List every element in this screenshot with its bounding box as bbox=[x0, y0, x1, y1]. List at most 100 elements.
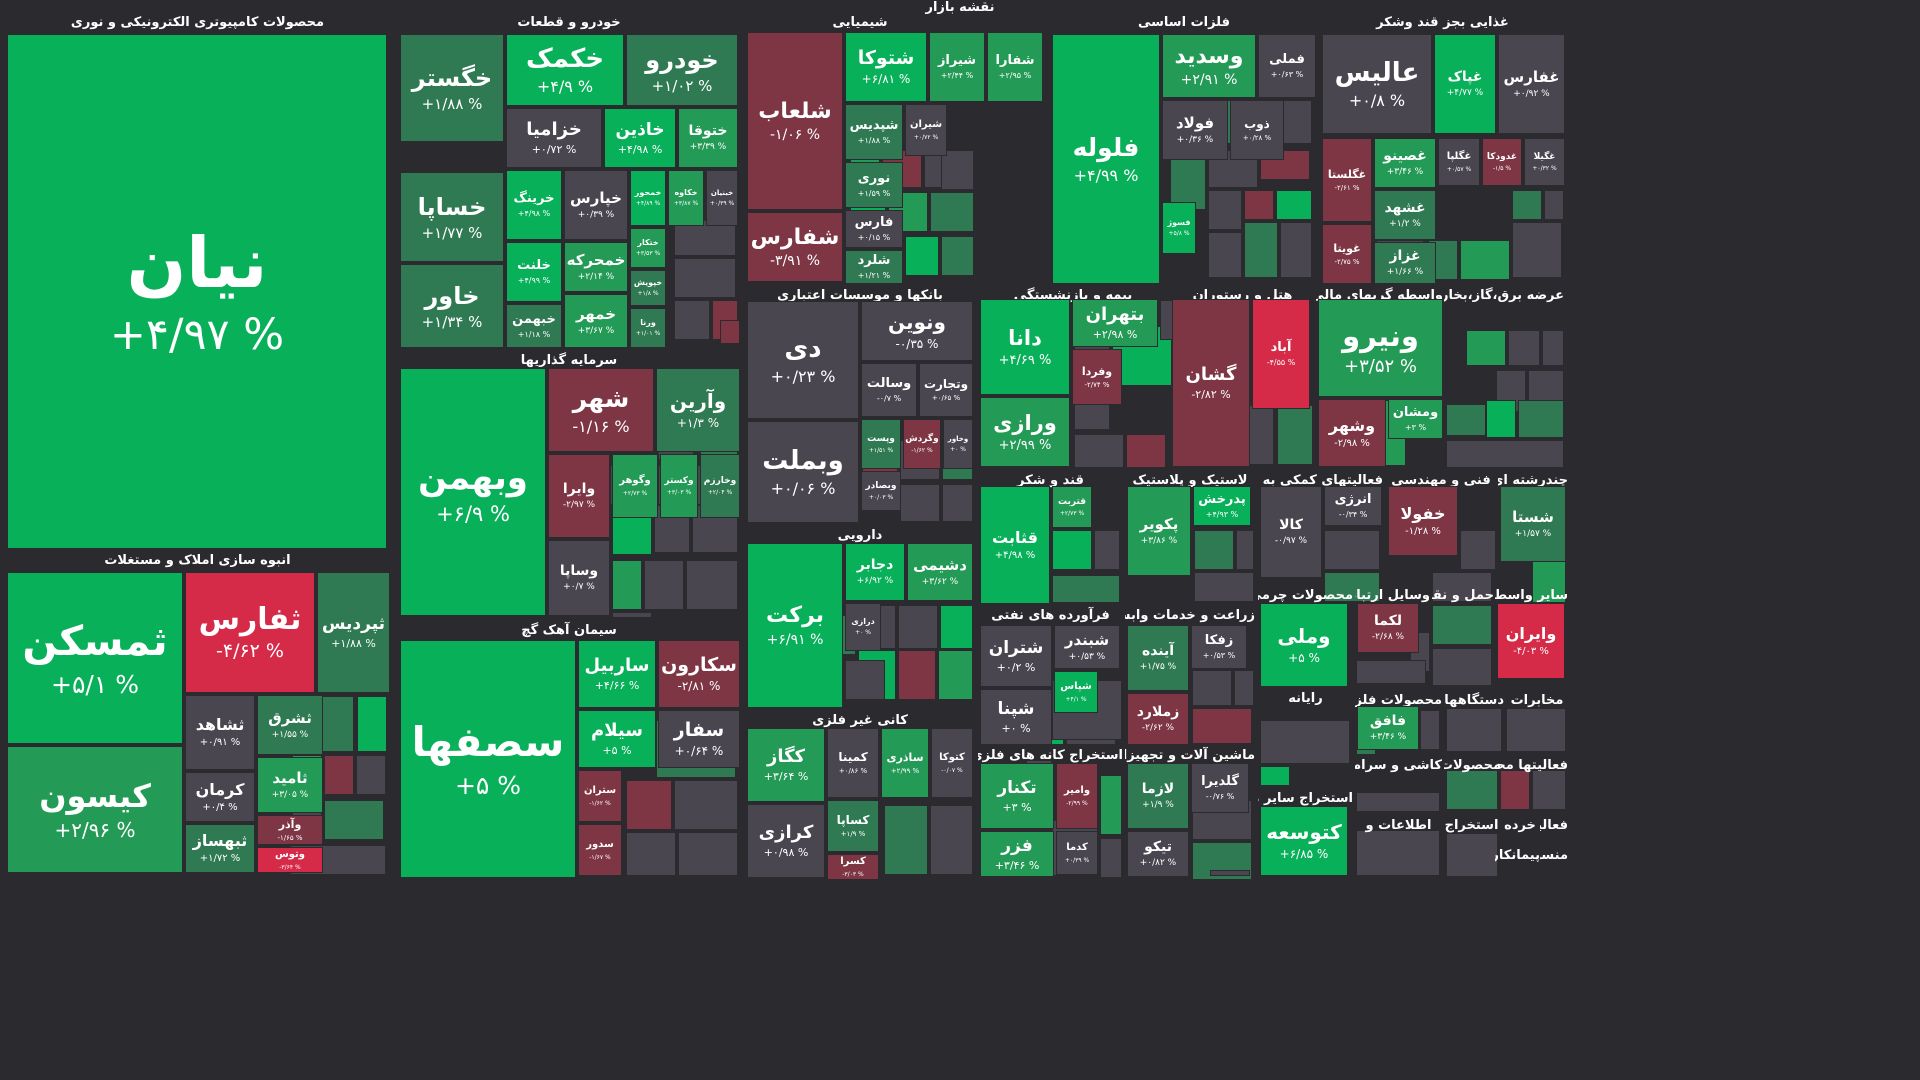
treemap-tile[interactable]: لکما -۲/۶۸ % bbox=[1357, 603, 1419, 653]
treemap-tile-small[interactable] bbox=[1236, 530, 1254, 570]
treemap-tile[interactable]: خاور +۱/۳۴ % bbox=[400, 264, 504, 348]
treemap-tile[interactable]: غگلستا -۲/۶۱ % bbox=[1322, 138, 1372, 222]
treemap-tile[interactable]: گشان -۲/۸۲ % bbox=[1172, 299, 1250, 467]
treemap-tile-small[interactable] bbox=[1192, 708, 1252, 744]
treemap-tile[interactable]: غفارس +۰/۹۲ % bbox=[1498, 34, 1565, 134]
treemap-tile[interactable]: کتوسعه +۶/۸۵ % bbox=[1260, 806, 1348, 876]
treemap-tile[interactable]: ثمسکن +۵/۱ % bbox=[7, 572, 183, 744]
treemap-tile[interactable]: غدودکا -۱/۵ % bbox=[1482, 138, 1522, 186]
treemap-tile-small[interactable] bbox=[1486, 400, 1516, 438]
treemap-tile-small[interactable] bbox=[1544, 190, 1564, 220]
treemap-tile[interactable]: پکویر +۳/۸۶ % bbox=[1127, 486, 1191, 576]
treemap-tile[interactable]: وگوهر +۲/۷۳ % bbox=[612, 454, 658, 518]
treemap-tile[interactable]: ثبهساز +۱/۷۲ % bbox=[185, 824, 255, 873]
treemap-tile[interactable]: برکت +۶/۹۱ % bbox=[747, 543, 843, 708]
treemap-tile[interactable]: خزامیا +۰/۷۲ % bbox=[506, 108, 602, 168]
treemap-tile[interactable]: وپست +۱/۵۱ % bbox=[861, 419, 901, 469]
treemap-tile[interactable]: ختکار +۳/۵۳ % bbox=[630, 228, 666, 268]
treemap-tile[interactable]: وگردش -۱/۶۲ % bbox=[903, 419, 941, 469]
treemap-tile[interactable]: لازما +۱/۹ % bbox=[1127, 763, 1189, 829]
treemap-tile[interactable]: دانا +۴/۶۹ % bbox=[980, 299, 1070, 395]
treemap-tile[interactable]: خاذین +۴/۹۸ % bbox=[604, 108, 676, 168]
treemap-tile[interactable]: شلعاب -۱/۰۶ % bbox=[747, 32, 843, 210]
treemap-tile-small[interactable] bbox=[674, 300, 710, 340]
treemap-tile-small[interactable] bbox=[1260, 766, 1290, 786]
treemap-tile-small[interactable] bbox=[612, 560, 642, 610]
treemap-tile[interactable]: کرازی +۰/۹۸ % bbox=[747, 804, 825, 878]
treemap-tile-small[interactable] bbox=[1356, 792, 1440, 812]
treemap-tile[interactable]: وامیر -۲/۹۹ % bbox=[1056, 763, 1098, 829]
treemap-tile-small[interactable] bbox=[898, 605, 938, 649]
treemap-tile[interactable]: وتجارت +۰/۶۵ % bbox=[919, 363, 973, 417]
treemap-tile-small[interactable] bbox=[1192, 670, 1232, 706]
treemap-tile-small[interactable] bbox=[1280, 222, 1312, 278]
treemap-tile[interactable]: وآذر -۱/۶۵ % bbox=[257, 815, 323, 845]
treemap-tile[interactable]: کالا -۰/۹۷ % bbox=[1260, 486, 1322, 578]
treemap-tile-small[interactable] bbox=[678, 832, 738, 876]
treemap-tile[interactable]: شفارا +۲/۹۵ % bbox=[987, 32, 1043, 102]
treemap-tile-small[interactable] bbox=[942, 484, 973, 522]
treemap-tile[interactable]: خکاوه +۳/۸۷ % bbox=[668, 170, 704, 226]
treemap-tile[interactable]: خرینگ +۴/۹۸ % bbox=[506, 170, 562, 240]
treemap-tile-small[interactable] bbox=[1446, 833, 1498, 877]
treemap-tile[interactable]: وخاور +۰ % bbox=[943, 419, 973, 469]
treemap-tile[interactable]: وملی +۵ % bbox=[1260, 603, 1348, 687]
treemap-tile-small[interactable] bbox=[674, 780, 738, 830]
treemap-tile[interactable]: ثشرق +۱/۵۵ % bbox=[257, 695, 323, 755]
treemap-tile[interactable]: خودرو +۱/۰۲ % bbox=[626, 34, 738, 106]
treemap-tile-small[interactable] bbox=[884, 805, 928, 875]
treemap-tile[interactable]: وبهمن +۶/۹ % bbox=[400, 368, 546, 616]
treemap-tile-small[interactable] bbox=[1532, 770, 1566, 810]
treemap-tile[interactable]: ومشان +۳ % bbox=[1388, 399, 1443, 439]
treemap-tile[interactable]: کدما +۰/۳۹ % bbox=[1056, 831, 1098, 875]
treemap-tile[interactable]: کیسون +۲/۹۶ % bbox=[7, 746, 183, 873]
treemap-tile[interactable]: وبصادر +۰/۰۳ % bbox=[861, 471, 901, 511]
treemap-tile-small[interactable] bbox=[1512, 222, 1562, 278]
treemap-tile[interactable]: آباد -۴/۵۵ % bbox=[1252, 299, 1310, 409]
treemap-tile[interactable]: کگاز +۳/۶۴ % bbox=[747, 728, 825, 802]
treemap-tile-small[interactable] bbox=[612, 612, 652, 618]
treemap-tile-small[interactable] bbox=[1432, 648, 1492, 686]
treemap-tile[interactable]: خمهر +۳/۶۷ % bbox=[564, 294, 628, 348]
treemap-tile[interactable]: فملی +۰/۶۳ % bbox=[1258, 34, 1316, 98]
treemap-tile[interactable]: ونیرو +۳/۵۲ % bbox=[1318, 299, 1443, 397]
treemap-tile[interactable]: سدور -۱/۶۷ % bbox=[578, 824, 622, 876]
treemap-tile[interactable]: خپویش +۱/۸ % bbox=[630, 270, 666, 306]
treemap-tile[interactable]: شپاس +۴/۱ % bbox=[1054, 671, 1098, 713]
treemap-tile[interactable]: فزر +۳/۴۶ % bbox=[980, 831, 1054, 877]
treemap-tile[interactable]: نیان +۴/۹۷ % bbox=[7, 34, 387, 549]
treemap-tile-small[interactable] bbox=[1512, 190, 1542, 220]
treemap-tile-small[interactable] bbox=[1518, 400, 1564, 438]
treemap-tile-small[interactable] bbox=[1324, 530, 1380, 570]
treemap-tile[interactable]: دی +۰/۲۳ % bbox=[747, 301, 859, 419]
treemap-tile[interactable]: خلنت +۴/۹۹ % bbox=[506, 242, 562, 302]
treemap-tile[interactable]: غشهد +۱/۲ % bbox=[1374, 190, 1436, 240]
treemap-tile-small[interactable] bbox=[674, 258, 736, 298]
treemap-tile-small[interactable] bbox=[1324, 572, 1380, 602]
treemap-tile[interactable]: ورازی +۲/۹۹ % bbox=[980, 397, 1070, 467]
treemap-tile-small[interactable] bbox=[1500, 770, 1530, 810]
treemap-tile[interactable]: ختوقا +۳/۳۹ % bbox=[678, 108, 738, 168]
treemap-tile[interactable]: نوری +۱/۵۹ % bbox=[845, 162, 903, 208]
treemap-tile-small[interactable] bbox=[1446, 440, 1564, 468]
treemap-tile[interactable]: وکستر +۳/۰۳ % bbox=[660, 454, 698, 518]
treemap-tile[interactable]: ستران -۱/۶۲ % bbox=[578, 770, 622, 822]
treemap-tile-small[interactable] bbox=[1100, 838, 1122, 878]
treemap-tile[interactable]: ساربیل +۴/۶۶ % bbox=[578, 640, 656, 708]
treemap-tile[interactable]: آینده +۱/۷۵ % bbox=[1127, 625, 1189, 691]
treemap-tile[interactable]: کمینا +۰/۸۶ % bbox=[827, 728, 879, 798]
treemap-tile-small[interactable] bbox=[905, 236, 939, 276]
treemap-tile-small[interactable] bbox=[1260, 720, 1350, 764]
treemap-tile[interactable]: وایران -۴/۰۳ % bbox=[1497, 603, 1565, 679]
treemap-tile-small[interactable] bbox=[1260, 150, 1310, 180]
treemap-tile[interactable]: وآرین +۱/۳ % bbox=[656, 368, 740, 452]
treemap-tile[interactable]: ساذری +۲/۹۹ % bbox=[881, 728, 929, 798]
treemap-tile[interactable]: ذوب +۰/۲۸ % bbox=[1230, 100, 1284, 160]
treemap-tile[interactable]: فافق +۳/۴۶ % bbox=[1357, 706, 1419, 750]
treemap-tile[interactable]: انرژی -۰/۳۴ % bbox=[1324, 486, 1382, 526]
treemap-tile-small[interactable] bbox=[1356, 660, 1426, 684]
treemap-tile[interactable]: شبندر +۰/۵۳ % bbox=[1054, 625, 1120, 669]
treemap-tile[interactable]: درازی +۰ % bbox=[845, 603, 881, 651]
treemap-tile[interactable]: خگستر +۱/۸۸ % bbox=[400, 34, 504, 142]
treemap-tile-small[interactable] bbox=[1446, 770, 1498, 810]
